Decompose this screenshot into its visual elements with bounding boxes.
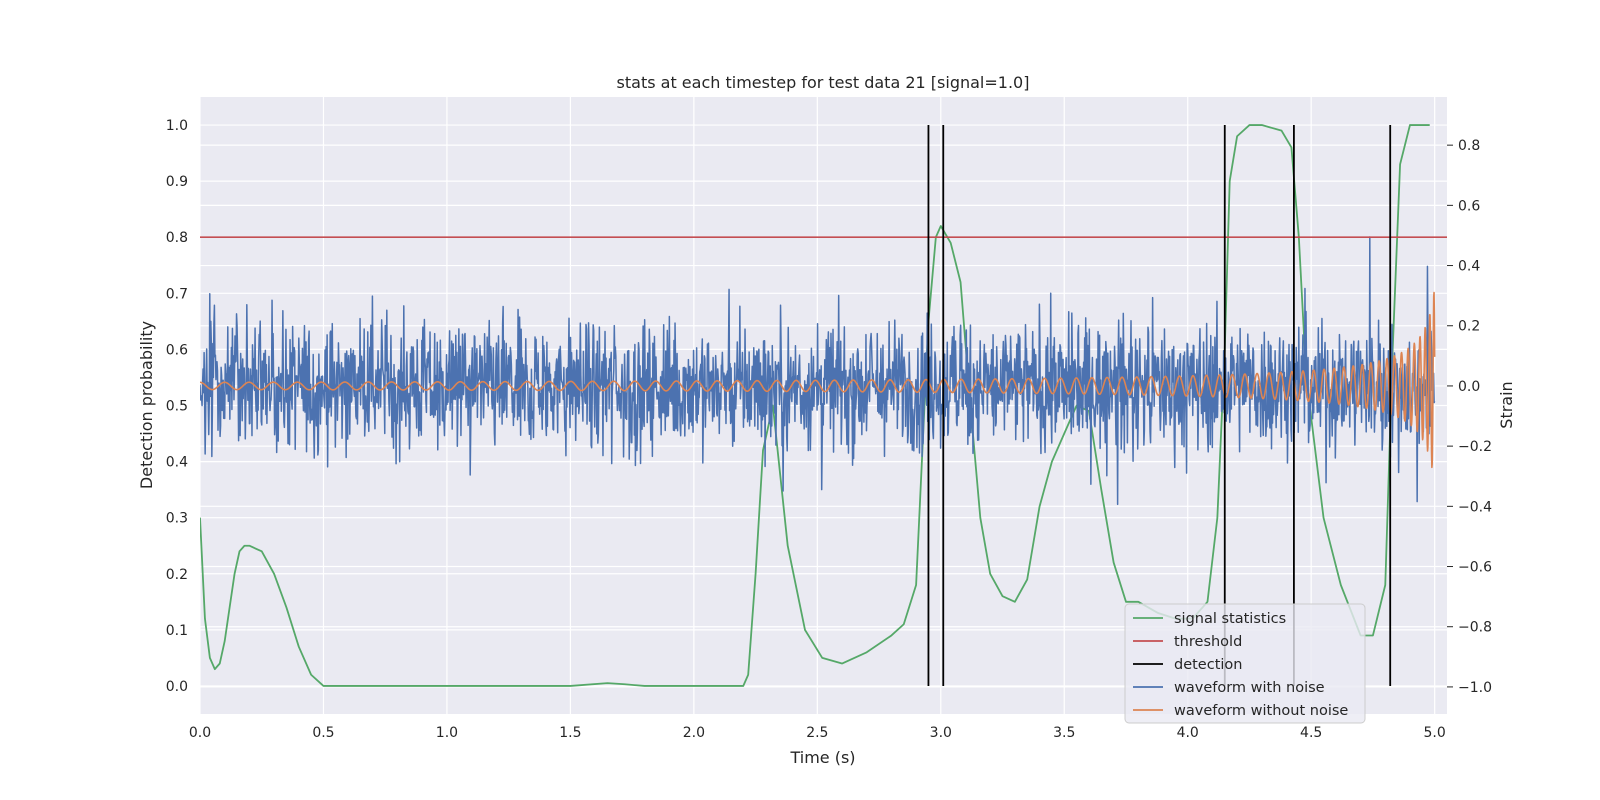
legend-entry-detection: detection — [1174, 657, 1242, 673]
legend-entry-threshold: threshold — [1174, 634, 1242, 650]
x-axis-label: Time (s) — [789, 748, 855, 767]
y-tick-label: 0.1 — [166, 623, 188, 639]
legend: signal statistics threshold detection wa… — [1124, 603, 1366, 724]
x-tick-label: 3.5 — [1053, 725, 1075, 741]
series-signal-statistics — [200, 124, 1430, 687]
y-tick-label: 0.9 — [166, 174, 188, 190]
y2-tick-label: −0.2 — [1458, 439, 1492, 455]
y2-tick-label: −0.4 — [1458, 499, 1492, 515]
y2-tick-label: −0.8 — [1458, 620, 1492, 636]
x-tick-label: 4.0 — [1177, 725, 1199, 741]
chart-title: stats at each timestep for test data 21 … — [617, 73, 1030, 92]
y-tick-label: 0.7 — [166, 286, 188, 302]
series-waveform-without-noise — [200, 291, 1436, 469]
x-tick-label: 0.0 — [189, 725, 211, 741]
legend-entry-waveform-without-noise: waveform without noise — [1174, 703, 1348, 719]
y-tick-label: 0.8 — [166, 230, 188, 246]
y-tick-label: 0.5 — [166, 399, 188, 415]
x-tick-label: 0.5 — [312, 725, 334, 741]
x-tick-label: 4.5 — [1300, 725, 1322, 741]
y-tick-label: 0.4 — [166, 455, 188, 471]
x-tick-label: 5.0 — [1424, 725, 1446, 741]
legend-entry-waveform-with-noise: waveform with noise — [1174, 680, 1325, 696]
series-waveform-with-noise — [200, 236, 1436, 506]
legend-entry-signal-statistics: signal statistics — [1174, 611, 1286, 627]
y-tick-label: 0.3 — [166, 511, 188, 527]
y2-tick-label: 0.2 — [1458, 319, 1480, 335]
y-tick-label: 0.2 — [166, 567, 188, 583]
x-tick-label: 2.5 — [806, 725, 828, 741]
y2-tick-label: −0.6 — [1458, 560, 1492, 576]
y2-tick-label: 0.6 — [1458, 198, 1480, 214]
x-tick-label: 2.0 — [683, 725, 705, 741]
y2-tick-label: 0.8 — [1458, 138, 1480, 154]
x-tick-label: 1.0 — [436, 725, 458, 741]
tick-labels: 0.0 0.5 1.0 1.5 2.0 2.5 3.0 3.5 4.0 4.5 5.0 0.0 0.1 0… — [166, 118, 1492, 741]
y2-axis-label: Strain — [1497, 381, 1516, 428]
y2-tick-label: −1.0 — [1458, 680, 1492, 696]
y-tick-label: 0.6 — [166, 342, 188, 358]
y-tick-label: 0.0 — [166, 679, 188, 695]
legend-frame — [1124, 603, 1366, 724]
x-tick-label: 1.5 — [559, 725, 581, 741]
y-axis-label: Detection probability — [137, 321, 156, 489]
y-tick-label: 1.0 — [166, 118, 188, 134]
series-layer — [200, 124, 1447, 687]
y2-tick-label: 0.4 — [1458, 259, 1480, 275]
y2-tick-label: 0.0 — [1458, 379, 1480, 395]
x-tick-label: 3.0 — [930, 725, 952, 741]
